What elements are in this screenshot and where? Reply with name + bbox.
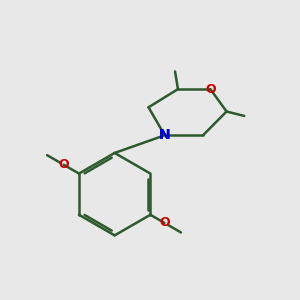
Text: O: O: [205, 82, 216, 96]
Text: N: N: [159, 128, 170, 142]
Text: N: N: [159, 128, 170, 142]
Text: O: O: [58, 158, 69, 171]
Text: O: O: [159, 216, 170, 230]
